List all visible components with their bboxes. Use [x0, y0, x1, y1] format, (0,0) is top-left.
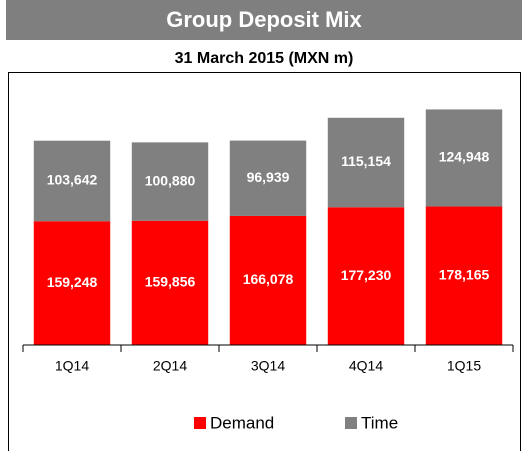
title-bar — [6, 0, 522, 40]
bar-segment — [327, 117, 405, 208]
bar-segment — [229, 215, 307, 345]
x-tick-label: 3Q14 — [251, 358, 285, 374]
data-label: 124,948 — [439, 149, 490, 165]
bar-segment — [425, 206, 503, 345]
bar-segment — [33, 140, 111, 222]
chart-frame — [8, 72, 521, 451]
data-label: 96,939 — [247, 169, 290, 185]
data-label: 166,078 — [243, 271, 294, 287]
bar-segment — [229, 140, 307, 216]
data-label: 177,230 — [341, 267, 392, 283]
bar-segment — [33, 221, 111, 345]
bar-segment — [425, 109, 503, 207]
bar-segment — [131, 142, 209, 221]
data-label: 159,248 — [47, 274, 98, 290]
legend-label: Time — [361, 413, 398, 432]
chart-title: Group Deposit Mix — [166, 7, 362, 32]
data-label: 103,642 — [47, 172, 98, 188]
legend-swatch — [345, 417, 357, 429]
data-label: 100,880 — [145, 172, 196, 188]
x-tick-label: 1Q14 — [55, 358, 89, 374]
chart-subtitle: 31 March 2015 (MXN m) — [175, 50, 354, 67]
legend-label: Demand — [210, 413, 274, 432]
x-tick-label: 4Q14 — [349, 358, 383, 374]
legend-swatch — [194, 417, 206, 429]
bar-segment — [131, 220, 209, 345]
data-label: 159,856 — [145, 274, 196, 290]
data-label: 178,165 — [439, 266, 490, 282]
bar-segment — [327, 207, 405, 345]
data-label: 115,154 — [341, 153, 391, 169]
x-tick-label: 2Q14 — [153, 358, 187, 374]
x-tick-label: 1Q15 — [447, 358, 481, 374]
